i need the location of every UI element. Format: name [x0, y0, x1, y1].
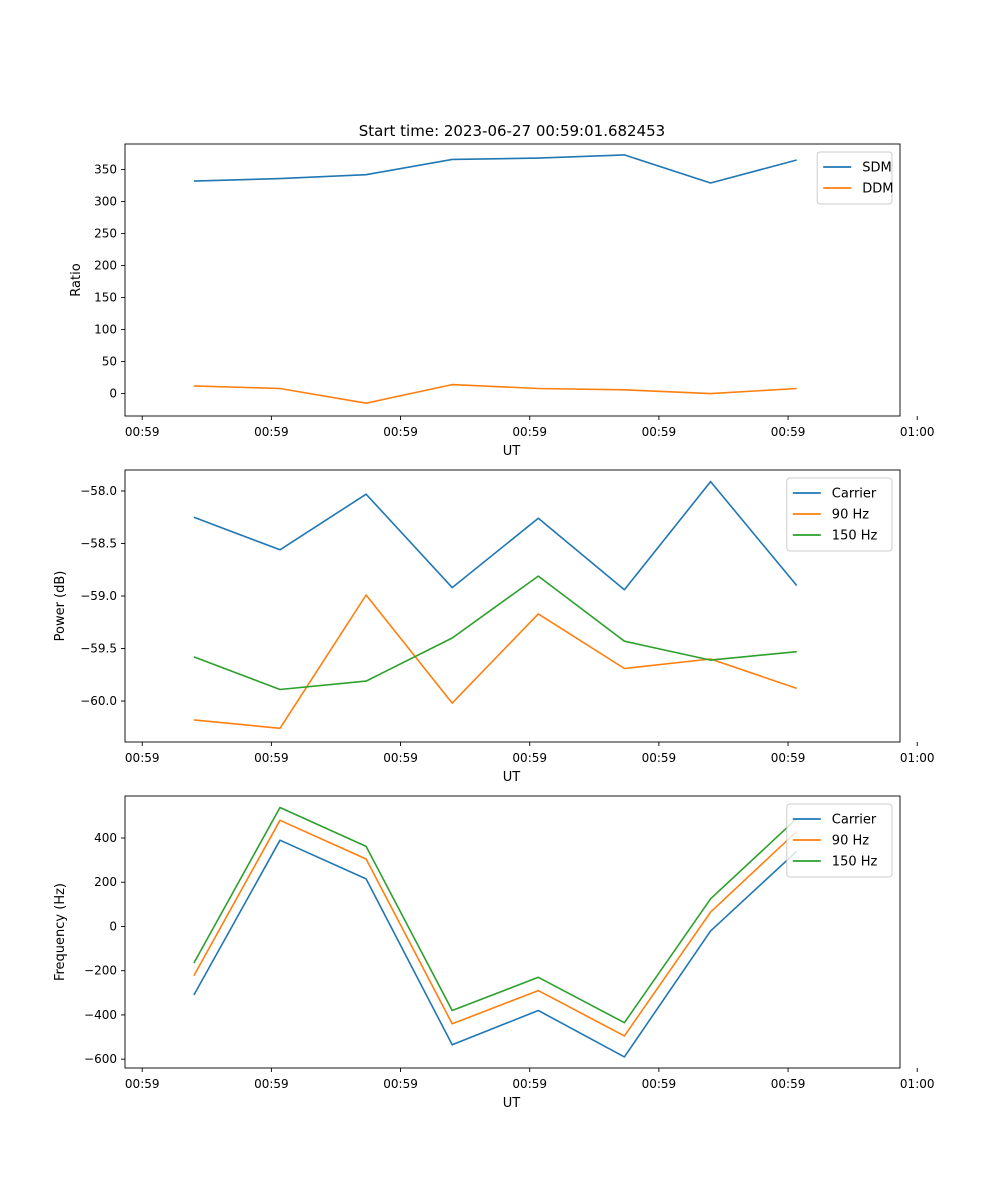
y-tick-label: 150 [94, 291, 117, 305]
y-tick-label: 300 [94, 195, 117, 209]
x-tick-label: 00:59 [642, 425, 677, 439]
y-axis-label: Ratio [69, 263, 84, 296]
y-tick-label: 350 [94, 163, 117, 177]
legend-label: 90 Hz [832, 508, 869, 523]
y-axis-label: Power (dB) [53, 571, 68, 642]
legend-box [786, 803, 893, 878]
legend: Carrier 90 Hz 150 Hz [786, 803, 893, 878]
y-tick-label: −200 [84, 964, 117, 978]
legend-label: SDM [862, 161, 891, 176]
x-tick-label: 00:59 [512, 1077, 547, 1091]
x-tick-label: 00:59 [512, 425, 547, 439]
x-tick-label: 00:59 [771, 1077, 806, 1091]
x-axis-label: UT [503, 770, 521, 785]
subplot-1: 00:59 00:59 00:59 00:59 00:59 00:59 01:00 0 50 10… [69, 143, 935, 459]
x-tick-label: 00:59 [642, 1077, 677, 1091]
legend: SDM DDM [816, 151, 893, 205]
x-tick-label: 00:59 [383, 1077, 418, 1091]
legend-label: DDM [862, 182, 893, 197]
legend-label: 150 Hz [832, 855, 878, 870]
axes-frame [124, 469, 901, 743]
legend-label: 150 Hz [832, 529, 878, 544]
y-tick-label: −58.5 [80, 537, 117, 551]
y-tick-label: −600 [84, 1052, 117, 1066]
legend: Carrier 90 Hz 150 Hz [786, 477, 893, 552]
x-tick-label: 00:59 [383, 751, 418, 765]
y-tick-label: −400 [84, 1008, 117, 1022]
y-tick-label: 250 [94, 227, 117, 241]
x-tick-label: 00:59 [512, 751, 547, 765]
y-tick-label: 0 [109, 387, 117, 401]
axes-frame [124, 143, 901, 417]
subplot-3: 00:59 00:59 00:59 00:59 00:59 00:59 01:00 −600 −… [53, 795, 935, 1111]
y-tick-label: −58.0 [80, 484, 117, 498]
x-tick-label: 01:00 [900, 425, 935, 439]
legend-label: 90 Hz [832, 834, 869, 849]
figure-title: Start time: 2023-06-27 00:59:01.682453 [359, 122, 665, 140]
y-tick-label: −59.5 [80, 642, 117, 656]
legend-box [816, 151, 893, 205]
y-tick-label: −59.0 [80, 589, 117, 603]
y-tick-label: 400 [94, 831, 117, 845]
x-tick-label: 01:00 [900, 1077, 935, 1091]
series-line-carrier [193, 480, 798, 591]
x-tick-label: 00:59 [125, 1077, 160, 1091]
legend-label: Carrier [832, 487, 877, 502]
legend-box [786, 477, 893, 552]
series-line-ddm [193, 383, 797, 405]
axes-frame [124, 795, 901, 1069]
x-tick-label: 00:59 [254, 751, 289, 765]
series-line-carrier [193, 839, 798, 1058]
series-line-150-hz [193, 575, 797, 691]
x-axis-label: UT [503, 444, 521, 459]
subplot-2: 00:59 00:59 00:59 00:59 00:59 00:59 01:00 −60.0… [53, 469, 935, 785]
y-axis-label: Frequency (Hz) [53, 883, 68, 981]
y-tick-label: 200 [94, 259, 117, 273]
y-tick-label: 50 [102, 355, 117, 369]
x-tick-label: 00:59 [125, 425, 160, 439]
y-tick-label: 200 [94, 875, 117, 889]
series-line-150-hz [193, 806, 798, 1024]
legend-label: Carrier [832, 813, 877, 828]
y-tick-label: 0 [109, 919, 117, 933]
y-tick-label: −60.0 [80, 694, 117, 708]
series-line-90-hz [193, 819, 798, 1037]
subplots: 00:59 00:59 00:59 00:59 00:59 00:59 01:00 0 50 10… [53, 143, 935, 1111]
x-tick-label: 00:59 [254, 1077, 289, 1091]
series-line-sdm [193, 154, 797, 184]
x-tick-label: 00:59 [771, 425, 806, 439]
x-tick-label: 00:59 [771, 751, 806, 765]
x-axis-label: UT [503, 1096, 521, 1111]
x-tick-label: 00:59 [383, 425, 418, 439]
x-tick-label: 01:00 [900, 751, 935, 765]
x-tick-label: 00:59 [125, 751, 160, 765]
x-tick-label: 00:59 [254, 425, 289, 439]
series-line-90-hz [193, 594, 797, 730]
y-tick-label: 100 [94, 323, 117, 337]
x-tick-label: 00:59 [642, 751, 677, 765]
